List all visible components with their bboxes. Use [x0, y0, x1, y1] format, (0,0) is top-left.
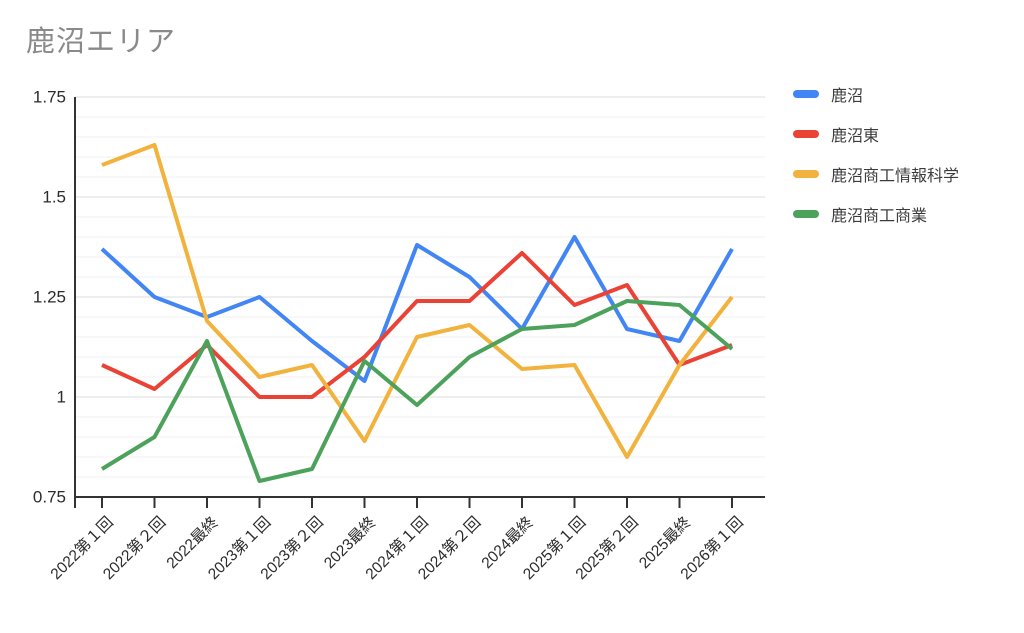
y-tick-label: 0.75 [33, 488, 66, 507]
y-tick-label: 1.75 [33, 88, 66, 107]
legend-item: 鹿沼東 [793, 114, 959, 154]
series-line-3 [100, 299, 734, 483]
y-tick-label: 1 [57, 388, 66, 407]
legend: 鹿沼鹿沼東鹿沼商工情報科学 鹿沼商工商業 [793, 74, 959, 234]
legend-swatch-icon [793, 210, 819, 218]
legend-label: 鹿沼商工情報科学 [831, 168, 960, 185]
legend-swatch-icon [793, 130, 819, 138]
legend-swatch-icon [793, 90, 819, 98]
series-line-1 [101, 251, 733, 399]
legend-label: 鹿沼東 [831, 128, 880, 145]
chart-title: 鹿沼エリア [26, 26, 177, 58]
y-tick-label: 1.5 [42, 188, 66, 207]
legend-item: 鹿沼商工情報科学 [793, 154, 959, 194]
y-tick-label: 1.25 [33, 288, 66, 307]
legend-swatch-icon [793, 170, 819, 178]
legend-label: 鹿沼商工商業 [831, 208, 928, 225]
legend-item: 鹿沼 [793, 74, 959, 114]
legend-label: 鹿沼 [831, 88, 864, 105]
legend-item: 鹿沼商工商業 [793, 194, 959, 234]
series-line-2 [101, 143, 734, 459]
